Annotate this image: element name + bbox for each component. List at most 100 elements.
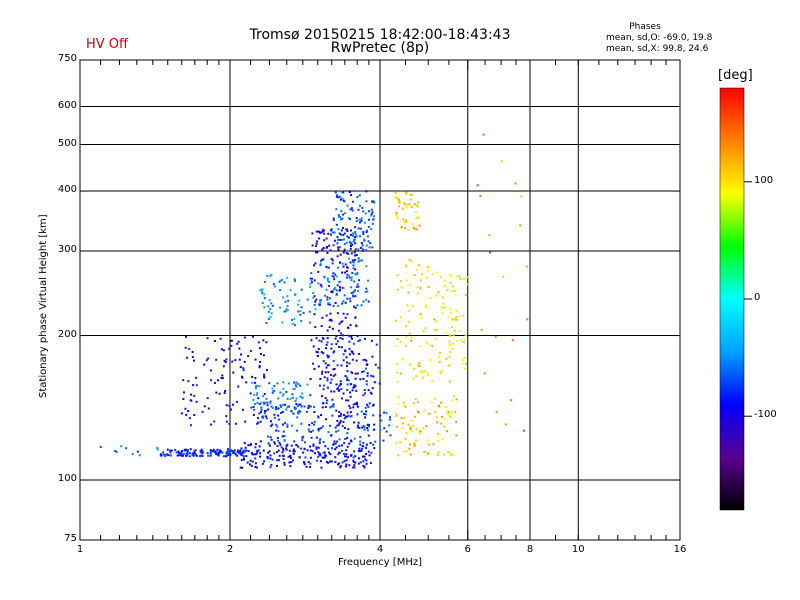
echo-point-x bbox=[452, 395, 455, 398]
echo-point-o bbox=[279, 279, 282, 282]
echo-point-o bbox=[338, 322, 341, 325]
echo-point-o bbox=[326, 399, 329, 402]
echo-point-x bbox=[417, 292, 420, 295]
echo-point-o bbox=[359, 227, 362, 230]
echo-point-o bbox=[215, 391, 218, 394]
echo-point-x bbox=[455, 310, 458, 313]
echo-point-o bbox=[186, 454, 189, 457]
echo-point-x bbox=[414, 397, 417, 400]
echo-point-o bbox=[285, 308, 288, 311]
echo-point-x bbox=[414, 211, 417, 214]
echo-point-x bbox=[446, 410, 449, 413]
echo-point-o bbox=[342, 251, 345, 254]
echo-point-o bbox=[356, 304, 359, 307]
echo-point-o bbox=[367, 300, 370, 303]
echo-point-x bbox=[412, 424, 415, 427]
echo-point-o bbox=[306, 449, 309, 452]
echo-point-o bbox=[349, 300, 352, 303]
echo-point-o bbox=[183, 449, 186, 452]
echo-point-o bbox=[354, 226, 357, 229]
echo-point-o bbox=[314, 300, 317, 303]
echo-point-o bbox=[310, 281, 313, 284]
echo-point-x bbox=[464, 362, 467, 365]
echo-point-o bbox=[371, 246, 374, 249]
echo-point-o bbox=[357, 421, 360, 424]
echo-point-o bbox=[346, 297, 349, 300]
echo-point-o bbox=[273, 452, 276, 455]
echo-point-o bbox=[352, 406, 355, 409]
echo-point-o bbox=[244, 420, 247, 423]
echo-point-o bbox=[370, 214, 373, 217]
echo-point-x bbox=[415, 375, 418, 378]
echo-point-x bbox=[443, 279, 446, 282]
echo-point-x bbox=[502, 275, 505, 278]
echo-point-o bbox=[339, 419, 342, 422]
echo-point-o bbox=[373, 423, 376, 426]
echo-point-o bbox=[346, 266, 349, 269]
echo-point-o bbox=[310, 339, 313, 342]
echo-point-o bbox=[365, 380, 368, 383]
echo-point-x bbox=[447, 451, 450, 454]
echo-point-o bbox=[363, 392, 366, 395]
echo-point-o bbox=[348, 404, 351, 407]
echo-point-o bbox=[300, 422, 303, 425]
echo-point-o bbox=[353, 251, 356, 254]
echo-point-o bbox=[188, 452, 191, 455]
echo-point-x bbox=[407, 320, 410, 323]
echo-point-o bbox=[164, 455, 167, 458]
echo-point-o bbox=[351, 209, 354, 212]
echo-point-o bbox=[334, 191, 337, 194]
echo-point-o bbox=[213, 420, 216, 423]
echo-point-o bbox=[328, 460, 331, 463]
echo-point-o bbox=[347, 414, 350, 417]
echo-point-o bbox=[348, 340, 351, 343]
echo-point-o bbox=[348, 276, 351, 279]
echo-point-o bbox=[188, 347, 191, 350]
echo-point-o bbox=[370, 212, 373, 215]
echo-point-o bbox=[282, 447, 285, 450]
echo-point-x bbox=[428, 443, 431, 446]
echo-point-x bbox=[424, 370, 427, 373]
echo-point-o bbox=[333, 278, 336, 281]
echo-point-o bbox=[361, 445, 364, 448]
echo-point-o bbox=[369, 391, 372, 394]
echo-point-o bbox=[343, 442, 346, 445]
echo-point-o bbox=[238, 452, 241, 455]
echo-point-o bbox=[286, 443, 289, 446]
echo-point-o bbox=[345, 463, 348, 466]
echo-point-o bbox=[334, 286, 337, 289]
echo-point-o bbox=[278, 454, 281, 457]
echo-point-o bbox=[342, 199, 345, 202]
echo-point-o bbox=[303, 461, 306, 464]
echo-point-o bbox=[365, 359, 368, 362]
echo-point-x bbox=[412, 402, 415, 405]
echo-point-o bbox=[337, 386, 340, 389]
echo-point-x bbox=[504, 423, 507, 426]
echo-point-o bbox=[332, 368, 335, 371]
echo-point-x bbox=[413, 415, 416, 418]
echo-point-o bbox=[250, 349, 253, 352]
echo-point-o bbox=[284, 421, 287, 424]
echo-point-o bbox=[231, 450, 234, 453]
echo-point-x bbox=[447, 315, 450, 318]
echo-point-o bbox=[349, 353, 352, 356]
echo-point-o bbox=[296, 416, 299, 419]
echo-point-x bbox=[463, 338, 466, 341]
echo-point-o bbox=[337, 429, 340, 432]
echo-point-o bbox=[276, 445, 279, 448]
echo-point-x bbox=[511, 339, 514, 342]
echo-point-o bbox=[293, 317, 296, 320]
echo-point-o bbox=[183, 452, 186, 455]
echo-point-x bbox=[439, 372, 442, 375]
echo-point-o bbox=[263, 297, 266, 300]
echo-point-o bbox=[362, 370, 365, 373]
echo-point-o bbox=[353, 384, 356, 387]
echo-point-o bbox=[265, 415, 268, 418]
echo-point-o bbox=[369, 442, 372, 445]
echo-point-o bbox=[355, 285, 358, 288]
echo-point-o bbox=[322, 440, 325, 443]
echo-point-o bbox=[238, 450, 241, 453]
echo-point-o bbox=[233, 452, 236, 455]
echo-point-o bbox=[263, 401, 266, 404]
echo-point-o bbox=[263, 293, 266, 296]
